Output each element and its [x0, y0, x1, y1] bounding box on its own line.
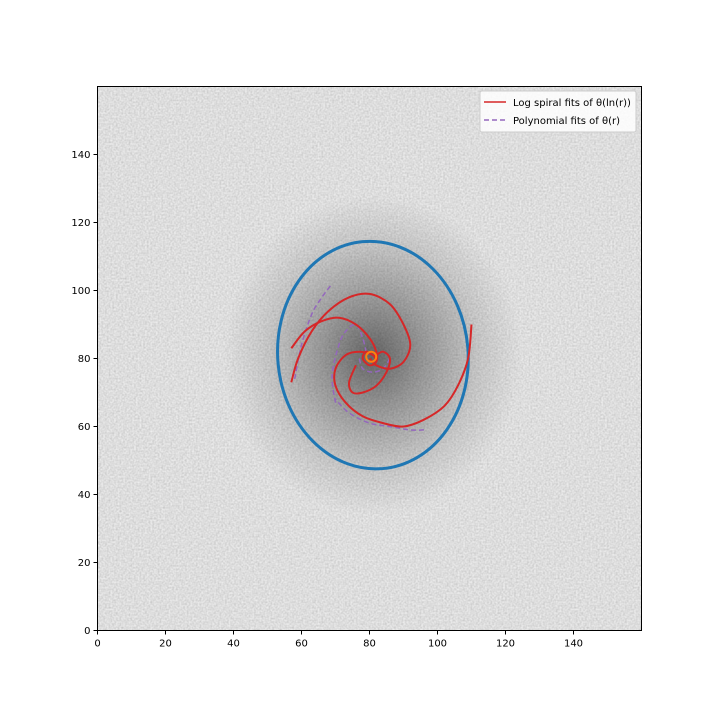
log-spiral-fit-1	[333, 324, 473, 428]
x-tick-label: 0	[94, 639, 100, 650]
y-tick-label: 0	[84, 626, 90, 637]
legend: Log spiral fits of θ(ln(r)) Polynomial f…	[479, 90, 637, 133]
x-tick-label: 140	[564, 639, 583, 650]
x-tick-label: 20	[159, 639, 172, 650]
legend-label-log-spiral: Log spiral fits of θ(ln(r))	[513, 98, 631, 109]
log-spiral-fit-3	[290, 316, 379, 367]
y-tick-label: 20	[78, 558, 91, 569]
y-tick-label: 40	[78, 490, 91, 501]
y-tick-label: 120	[71, 218, 90, 229]
y-axis: 0 20 40 60 80 100 120 140	[71, 150, 98, 637]
fit-ellipse	[276, 239, 470, 471]
polynomial-fit-3	[331, 323, 367, 403]
polynomial-fit-1	[293, 283, 333, 380]
x-tick-label: 120	[496, 639, 515, 650]
core-marker	[365, 350, 378, 363]
y-tick-label: 80	[78, 354, 91, 365]
x-axis: 0 20 40 60 80 100 120 140	[94, 630, 583, 650]
x-tick-label: 60	[295, 639, 308, 650]
legend-label-polynomial: Polynomial fits of θ(r)	[513, 116, 620, 127]
polynomial-fit-4	[358, 358, 391, 373]
x-tick-label: 80	[363, 639, 376, 650]
log-spiral-fit-4	[347, 350, 392, 395]
x-tick-label: 40	[227, 639, 240, 650]
x-tick-label: 100	[428, 639, 447, 650]
log-spiral-fit-2	[290, 292, 412, 383]
y-tick-label: 100	[71, 286, 90, 297]
legend-box	[479, 90, 637, 133]
polynomial-fit-2	[334, 398, 424, 431]
y-tick-label: 140	[71, 150, 90, 161]
y-tick-label: 60	[78, 422, 91, 433]
